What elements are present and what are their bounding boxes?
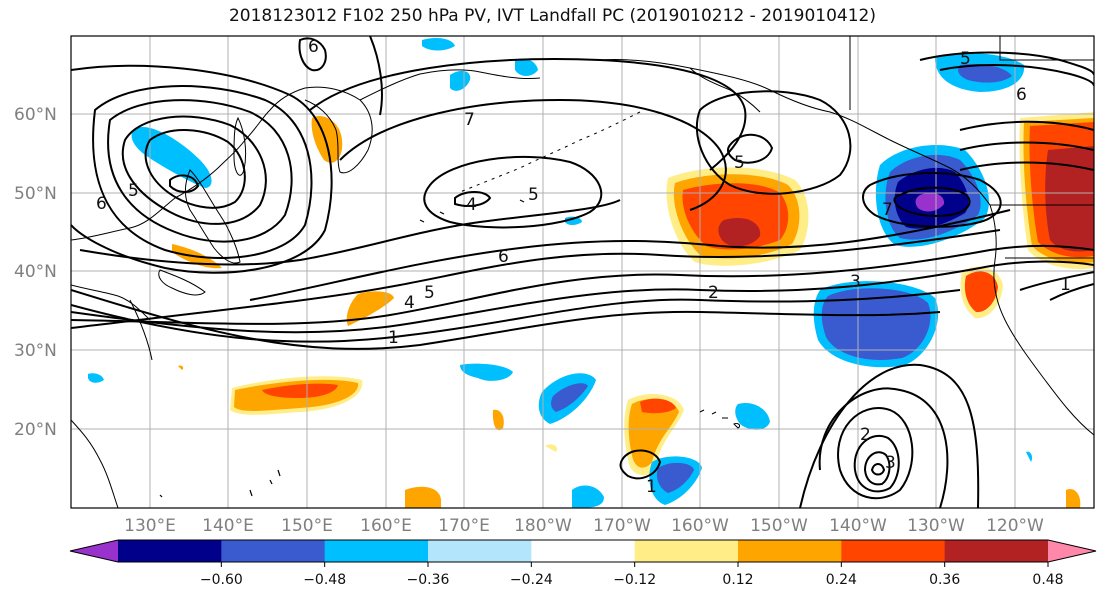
colorbar-tick-label: 0.36: [929, 572, 960, 588]
lat-label-40n: 40°N: [14, 262, 57, 282]
contour-label-10: 2: [708, 283, 719, 303]
lon-label-160e: 160°E: [360, 516, 412, 536]
colorbar-segment: [634, 540, 739, 562]
contour-lines: [71, 36, 1094, 508]
colorbar-segment: [531, 540, 636, 562]
contour-label-12: 5: [734, 153, 745, 173]
contour-label-1: 6: [96, 194, 107, 214]
coastlines: [71, 36, 1094, 508]
contour-label-15: 1: [1060, 275, 1071, 295]
colorbar-extend-low: [70, 540, 118, 562]
contour-labels: 6 5 7 4 5 6 5 4 1 2 3 5 7 6 1 2 3 1 6 5: [96, 37, 1071, 497]
colorbar-tick-label: 0.48: [1032, 572, 1063, 588]
lon-label-150e: 150°E: [281, 516, 333, 536]
contour-label-11: 3: [850, 272, 861, 292]
colorbar-tick-label: −0.60: [200, 572, 243, 588]
contour-label-20: 5: [960, 49, 971, 69]
contour-label-6: 6: [498, 247, 509, 267]
lat-label-50n: 50°N: [14, 184, 57, 204]
colorbar-segment: [738, 540, 842, 562]
lon-label-180w: 180°W: [514, 516, 572, 536]
contour-label-3: 7: [464, 110, 475, 130]
colorbar-tick-label: −0.36: [407, 572, 450, 588]
contour-label-18: 1: [646, 477, 657, 497]
contour-label-4: 4: [466, 195, 477, 215]
colorbar-segment: [428, 540, 532, 562]
lon-label-150w: 150°W: [750, 516, 808, 536]
colorbar-segment: [324, 540, 429, 562]
longitude-labels: 130°E 140°E 150°E 160°E 170°E 180°W 170°…: [124, 516, 1044, 536]
colorbar-segment: [944, 540, 1049, 562]
contour-label-14: 6: [1016, 85, 1027, 105]
lon-label-160w: 160°W: [671, 516, 729, 536]
contour-label-5: 5: [528, 185, 539, 205]
contour-label-13: 7: [882, 200, 893, 220]
lat-label-60n: 60°N: [14, 105, 57, 125]
contour-label-2: 5: [128, 181, 139, 201]
contour-label-8: 4: [404, 293, 415, 313]
map-frame: [70, 35, 1095, 509]
lon-label-130w: 130°W: [907, 516, 965, 536]
colorbar-outline: [69, 539, 1097, 563]
contour-label-9: 1: [388, 328, 399, 348]
map-title: 2018123012 F102 250 hPa PV, IVT Landfall…: [228, 6, 876, 26]
negative-anomaly-japan: [131, 126, 212, 188]
lat-label-20n: 20°N: [14, 420, 57, 440]
colorbar-tick-label: −0.12: [613, 572, 656, 588]
lon-label-170w: 170°W: [593, 516, 651, 536]
colorbar: −0.60 −0.48 −0.36 −0.24 −0.12 0.12 0.24 0.36 0.4…: [69, 539, 1097, 588]
lon-label-120w: 120°W: [986, 516, 1044, 536]
contour-label-7: 5: [424, 283, 435, 303]
colorbar-tick-label: −0.48: [303, 572, 346, 588]
lon-label-140e: 140°E: [202, 516, 254, 536]
colorbar-extend-high: [1048, 540, 1096, 562]
contour-label-16: 2: [860, 425, 871, 445]
colorbar-tick-label: 0.24: [826, 572, 857, 588]
colorbar-tick-label: 0.12: [722, 572, 753, 588]
colorbar-tick-label: −0.24: [510, 572, 553, 588]
shading-layer: [88, 38, 1094, 508]
colorbar-segment: [841, 540, 946, 562]
contour-label-19: 6: [308, 37, 319, 57]
colorbar-segment: [118, 540, 222, 562]
lon-label-140w: 140°W: [829, 516, 887, 536]
lon-label-170e: 170°E: [438, 516, 490, 536]
lat-label-30n: 30°N: [14, 341, 57, 361]
latitude-labels: 60°N 50°N 40°N 30°N 20°N: [14, 105, 57, 440]
lon-label-130e: 130°E: [124, 516, 176, 536]
contour-label-17: 3: [885, 453, 896, 473]
colorbar-segment: [221, 540, 326, 562]
